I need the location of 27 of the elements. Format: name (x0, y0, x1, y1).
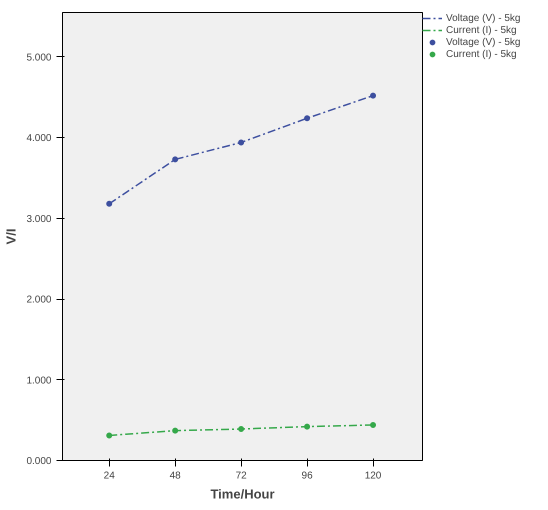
y-tick-label: 3.000 (26, 214, 52, 225)
y-tick-label: 0.000 (26, 456, 52, 467)
legend-label: Current (I) - 5kg (446, 48, 518, 60)
point (238, 426, 244, 432)
legend-label: Voltage (V) - 5kg (446, 36, 522, 48)
point (304, 424, 310, 430)
y-tick-label: 4.000 (26, 133, 52, 144)
x-tick-label: 72 (236, 470, 248, 482)
x-tick-label: 24 (104, 470, 116, 482)
y-tick-label: 1.000 (26, 375, 52, 386)
point (106, 200, 112, 207)
x-tick-label: 120 (364, 470, 382, 482)
point (304, 115, 310, 122)
point (238, 139, 244, 146)
point (106, 432, 112, 438)
text: Current (I) - 5kg (446, 24, 517, 36)
x-tick-label: 48 (170, 470, 182, 482)
y-tick-label: 5.000 (26, 52, 52, 64)
x-axis-title: Time/Hour (210, 486, 275, 502)
point (172, 428, 178, 434)
text: Voltage (V) - 5kg (446, 12, 520, 24)
y-axis-title: V/I (3, 228, 18, 244)
point (370, 92, 376, 99)
point (172, 156, 178, 162)
point (370, 422, 376, 428)
x-tick-label: 96 (302, 470, 314, 482)
y-tick-label: 2.000 (26, 294, 52, 306)
